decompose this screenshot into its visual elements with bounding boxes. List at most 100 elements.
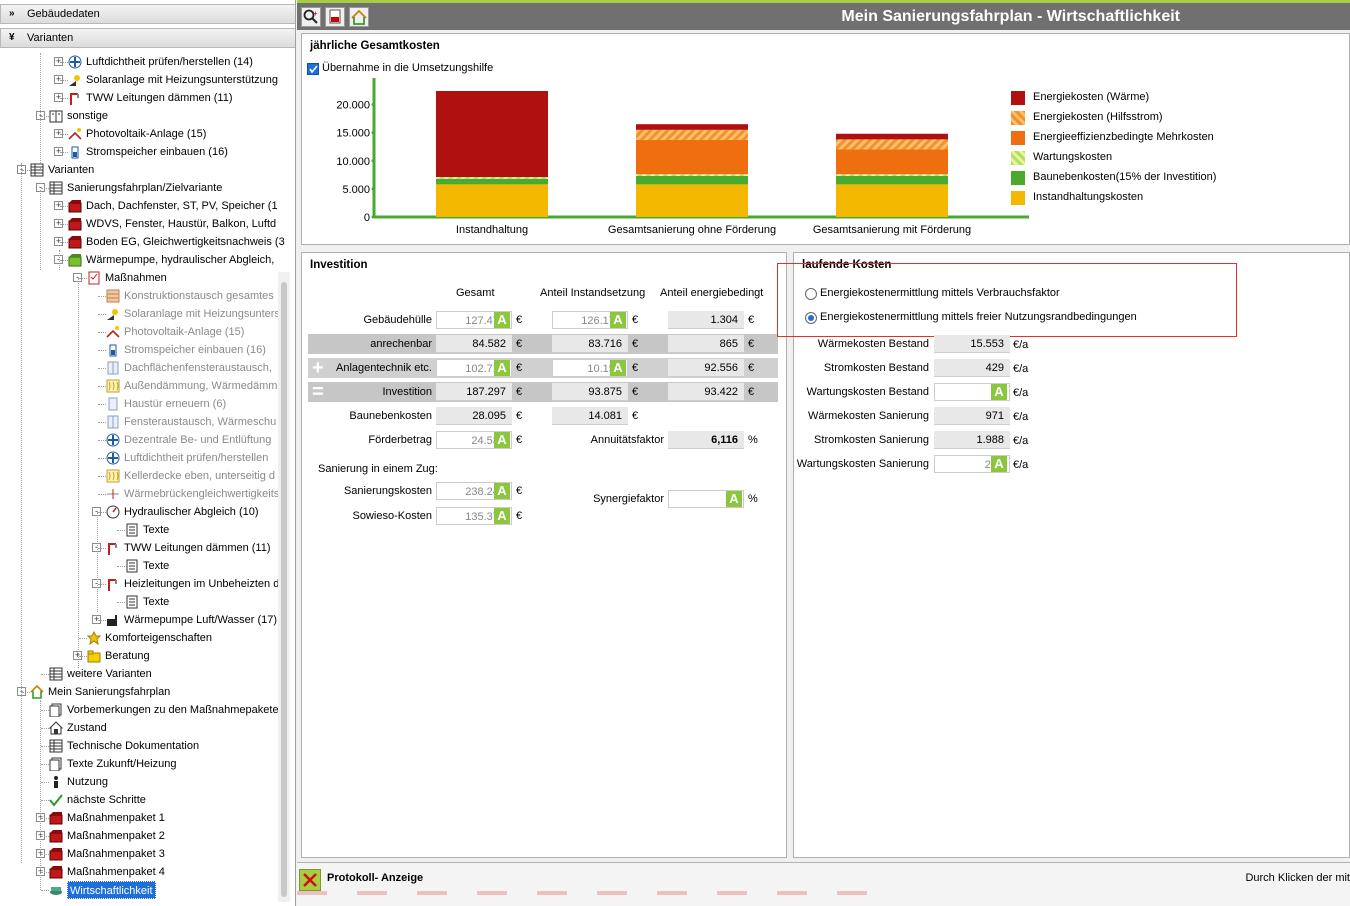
tree-item[interactable]: Nutzung (67, 776, 108, 788)
bar-segment (636, 184, 748, 217)
auto-calc-button[interactable]: A (991, 384, 1007, 400)
tree-item[interactable]: TWW Leitungen dämmen (11) (86, 92, 233, 104)
tree-expander[interactable]: - (92, 507, 101, 516)
tree-item[interactable]: weitere Varianten (67, 668, 152, 680)
tree-item[interactable]: Solaranlage mit Heizungsunters (124, 308, 280, 320)
auto-calc-button[interactable]: A (610, 360, 626, 376)
tree-item[interactable]: WDVS, Fenster, Haustür, Balkon, Luftd (86, 218, 277, 230)
tree-expander[interactable]: + (54, 236, 63, 246)
tree-item[interactable]: Dachflächenfensteraustausch, (124, 362, 272, 374)
tree-item[interactable]: Fensteraustausch, Wärmeschu (124, 416, 277, 428)
tree-item[interactable]: Varianten (48, 164, 95, 176)
tree-item[interactable]: Konstruktionstausch gesamtes (124, 290, 274, 302)
sowieso-value[interactable]: 135.370 (436, 507, 512, 525)
tree-item[interactable]: sonstige (67, 110, 108, 122)
auto-calc-button[interactable]: A (494, 360, 510, 376)
tree-item[interactable]: Mein Sanierungsfahrplan (48, 686, 171, 698)
sanierung-value[interactable]: 238.247 (436, 482, 512, 500)
tree-item[interactable]: Haustür erneuern (6) (124, 398, 227, 410)
tree-expander[interactable]: + (54, 92, 63, 102)
tree-item[interactable]: nächste Schritte (67, 794, 146, 806)
auto-calc-button[interactable]: A (494, 432, 510, 448)
tree-item[interactable]: Dezentrale Be- und Entlüftung (124, 434, 272, 446)
package-icon (68, 218, 82, 231)
tree-expander[interactable]: - (92, 579, 101, 588)
tree-expander[interactable]: + (54, 74, 63, 84)
tree-expander[interactable]: + (54, 200, 63, 210)
tree-item[interactable]: Maßnahmenpaket 3 (67, 848, 165, 860)
tree-expander[interactable]: + (54, 218, 63, 228)
tree-item[interactable]: Luftdichtheit prüfen/herstellen (124, 452, 269, 464)
tree-item[interactable]: Texte Zukunft/Heizung (67, 758, 177, 770)
tree-item[interactable]: TWW Leitungen dämmen (11) (124, 542, 271, 554)
tree-expander[interactable]: - (54, 255, 63, 264)
tree-item[interactable]: Stromspeicher einbauen (16) (86, 146, 228, 158)
tree-item[interactable]: Komforteigenschaften (105, 632, 213, 644)
tree-expander[interactable]: - (73, 273, 82, 282)
bar-segment (436, 177, 548, 179)
section-gebaeudedaten[interactable]: » Gebäudedaten (0, 4, 295, 24)
tree-item[interactable]: Beratung (105, 650, 150, 662)
radio-highlight-box (777, 263, 1237, 337)
zoom-icon[interactable]: + (301, 7, 321, 27)
pdf-report-icon[interactable] (325, 7, 345, 27)
tree-expander[interactable]: + (92, 614, 101, 624)
double-chevron-right-icon: » (9, 8, 15, 19)
tree-item[interactable]: Wärmepumpe Luft/Wasser (17) (124, 614, 278, 626)
tree-expander[interactable]: + (73, 650, 82, 660)
fan-icon (106, 451, 120, 465)
tree-expander[interactable]: - (92, 543, 101, 552)
tree-item[interactable]: Luftdichtheit prüfen/herstellen (14) (86, 56, 253, 68)
tree-expander[interactable]: + (54, 128, 63, 138)
tree-item[interactable]: Photovoltaik-Anlage (15) (86, 128, 207, 140)
tree-item[interactable]: Kellerdecke eben, unterseitig d (124, 470, 276, 482)
tree-item[interactable]: Photovoltaik-Anlage (15) (124, 326, 245, 338)
close-protocol-icon[interactable] (299, 869, 321, 891)
euro-unit: € (748, 386, 755, 398)
tree-item[interactable]: Sanierungsfahrplan/Zielvariante (67, 182, 223, 194)
tree-item[interactable]: Maßnahmen (105, 272, 167, 284)
auto-calc-button[interactable]: A (494, 312, 510, 328)
house-small-icon (49, 721, 63, 735)
tree-item[interactable]: Dach, Dachfenster, ST, PV, Speicher (1 (86, 200, 278, 212)
tree-item[interactable]: Texte (143, 524, 170, 536)
auto-calc-button[interactable]: A (726, 491, 742, 507)
radio-verbrauchsfaktor[interactable] (805, 288, 817, 300)
radio-nutzungsrandbedingungen[interactable] (805, 312, 817, 324)
tree-expander[interactable]: + (54, 56, 63, 66)
tree-item[interactable]: Wirtschaftlichkeit (67, 881, 156, 899)
tree-item[interactable]: Boden EG, Gleichwertigkeitsnachweis (3 (86, 236, 285, 248)
tree-item[interactable]: Maßnahmenpaket 2 (67, 830, 165, 842)
tree-item[interactable]: Maßnahmenpaket 1 (67, 812, 165, 824)
scrollbar-thumb[interactable] (281, 282, 287, 897)
tree-item[interactable]: Zustand (67, 722, 107, 734)
auto-calc-button[interactable]: A (494, 483, 510, 499)
bar-segment (836, 175, 948, 185)
legend-swatch (1011, 131, 1025, 145)
checkbox-umsetzungshilfe[interactable] (307, 63, 319, 75)
tree-item[interactable]: Texte (143, 596, 170, 608)
tree-connector (117, 602, 125, 603)
tree-item[interactable]: Solaranlage mit Heizungsunterstützung (86, 74, 279, 86)
inv-gesamt-value[interactable]: 127.475 (436, 311, 512, 329)
tree-item[interactable]: Maßnahmenpaket 4 (67, 866, 165, 878)
auto-calc-button[interactable]: A (991, 456, 1007, 472)
auto-calc-button[interactable]: A (610, 312, 626, 328)
section-varianten[interactable]: ¥ Varianten (0, 28, 295, 48)
auto-calc-button[interactable]: A (494, 508, 510, 524)
tree-item[interactable]: Außendämmung, Wärmedämm (124, 380, 278, 392)
tree-connector (97, 512, 98, 612)
tree-item[interactable]: Hydraulischer Abgleich (10) (124, 506, 259, 518)
tree-item[interactable]: Wärmepumpe, hydraulischer Abgleich, (86, 254, 275, 266)
tree-item[interactable]: Stromspeicher einbauen (16) (124, 344, 266, 356)
house-plan-icon[interactable] (349, 7, 369, 27)
tree-item[interactable]: Technische Dokumentation (67, 740, 200, 752)
inv-energie-value: 92.556 (668, 359, 744, 377)
battery-icon (109, 344, 117, 357)
tree-item[interactable]: Texte (143, 560, 170, 572)
tree-item[interactable]: Vorbemerkungen zu den Maßnahmepaketen (67, 704, 285, 716)
tree-item[interactable]: Heizleitungen im Unbeheizten d (124, 578, 280, 590)
tree-item[interactable]: Wärmebrückengleichwertigkeits (124, 488, 280, 500)
tree-scrollbar[interactable] (278, 272, 290, 902)
tree-expander[interactable]: + (54, 146, 63, 156)
